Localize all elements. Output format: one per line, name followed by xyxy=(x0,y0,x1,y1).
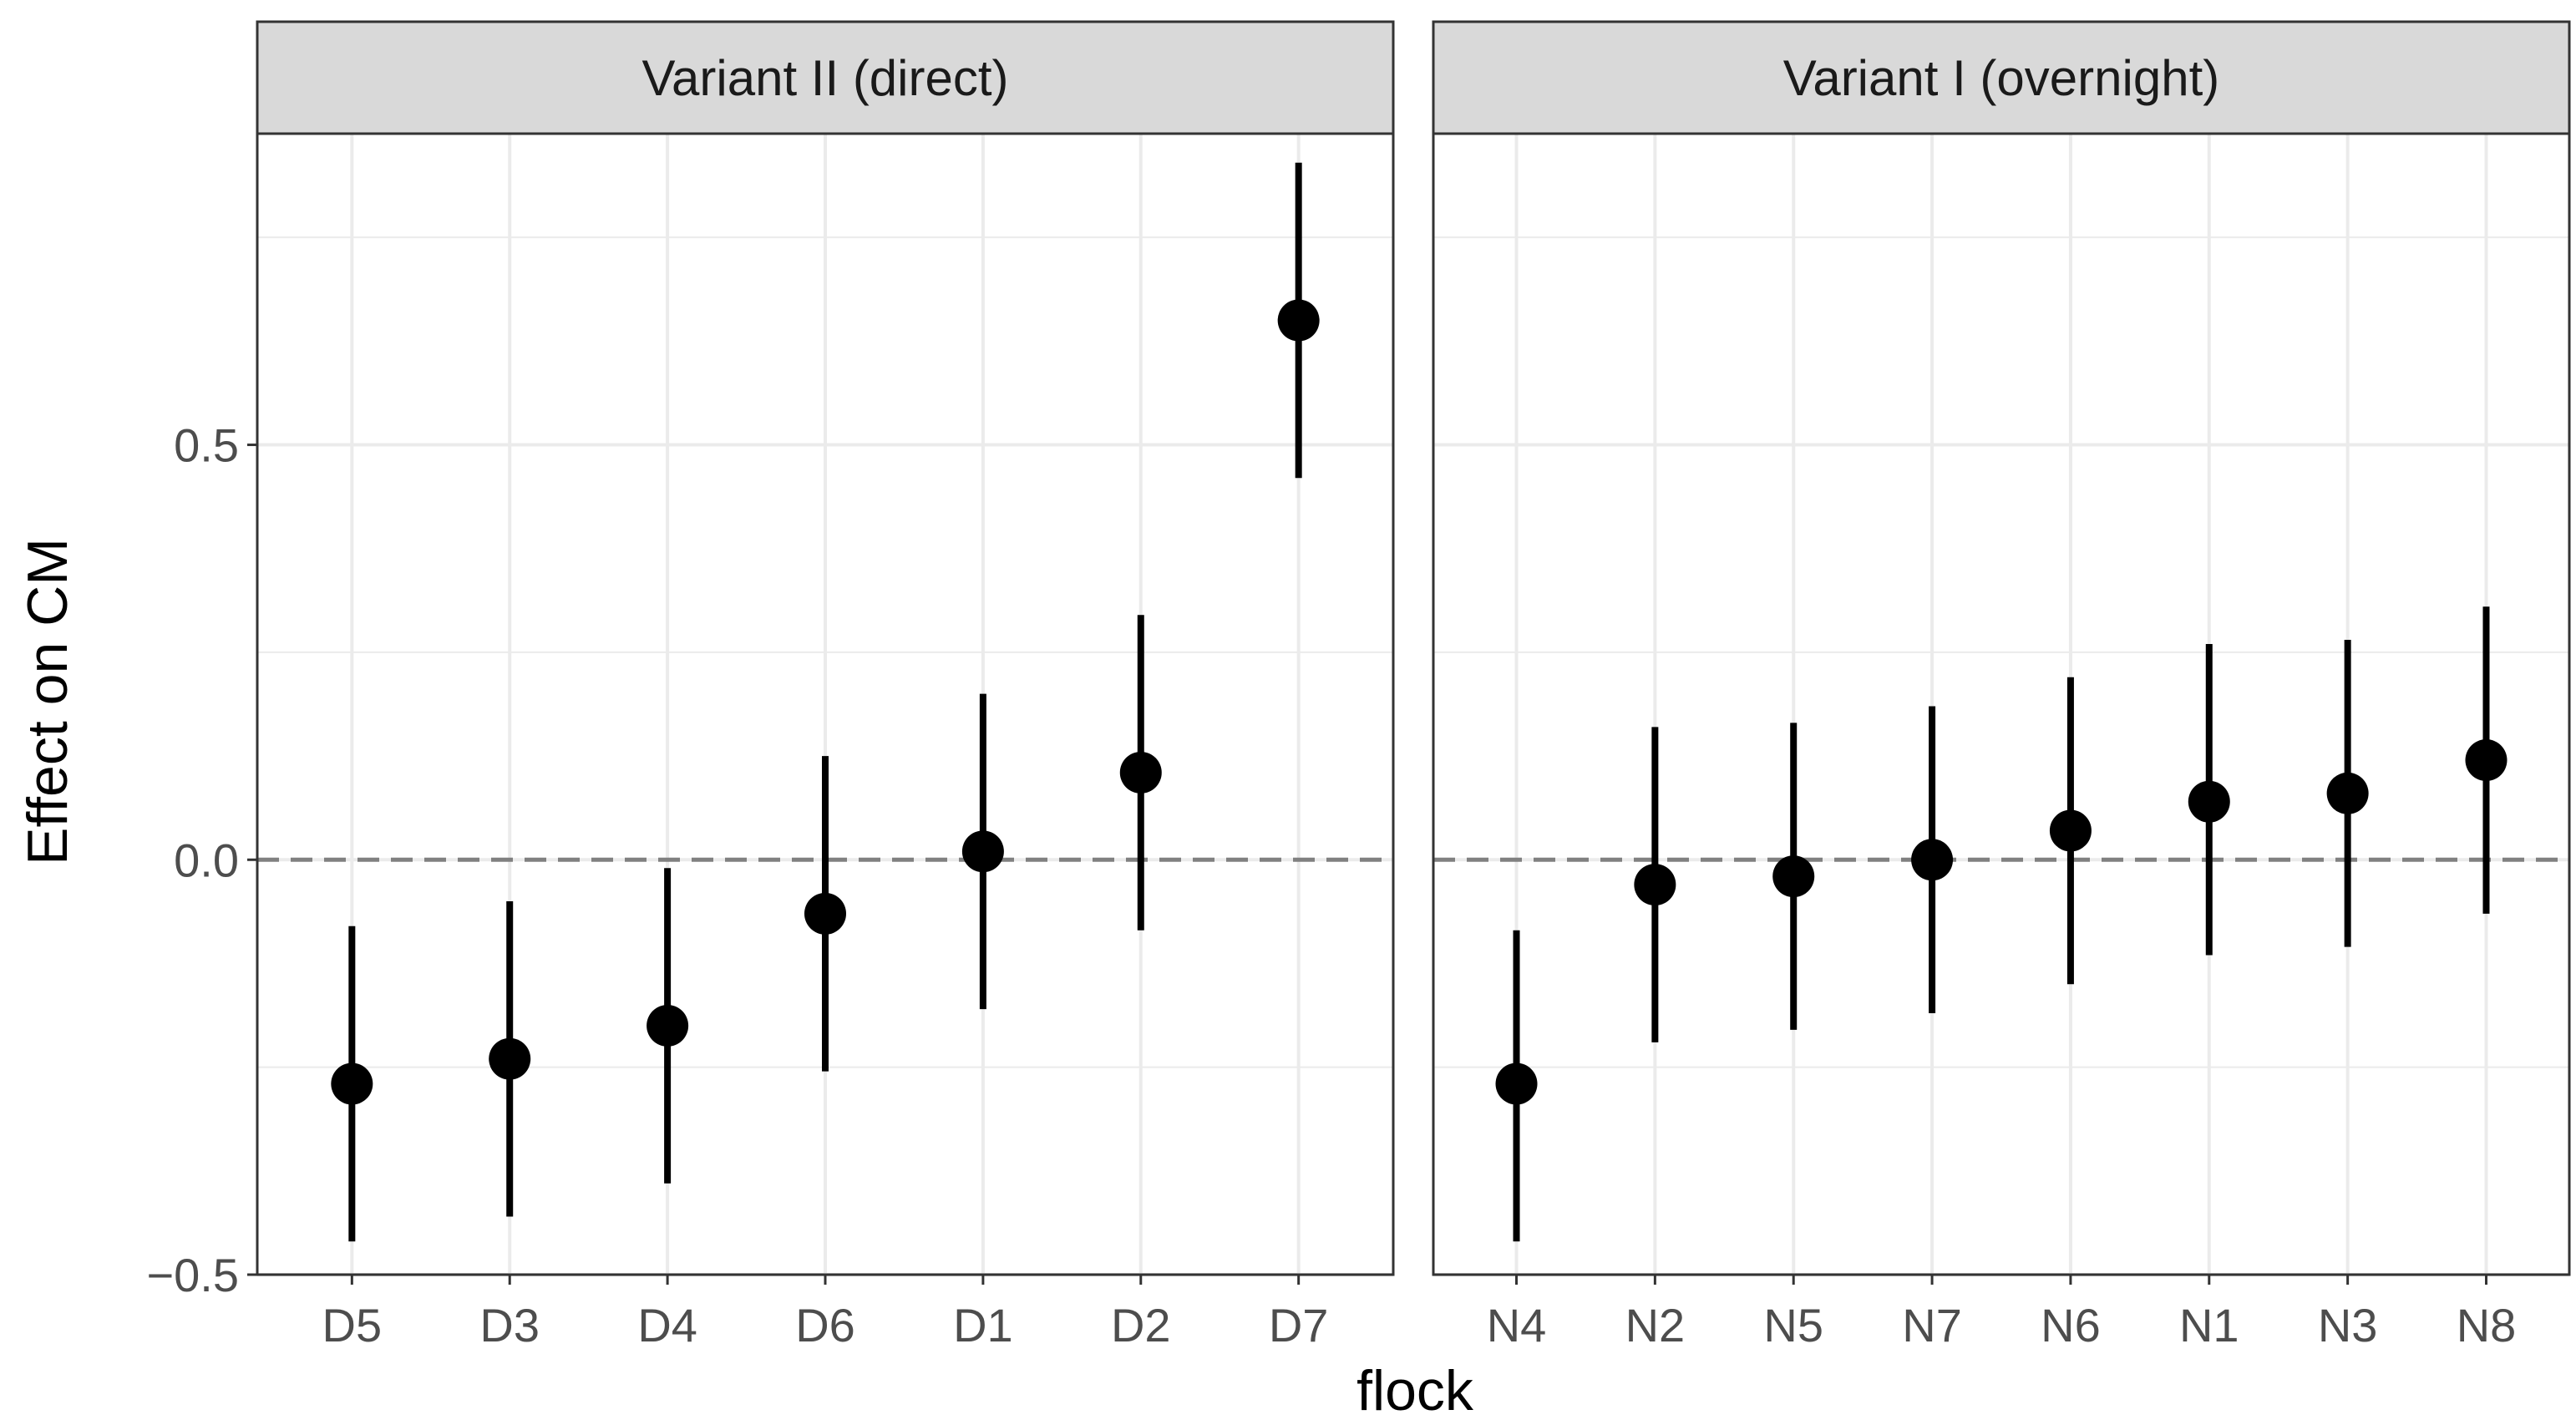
point-d4 xyxy=(647,1004,689,1047)
y-axis-title: Effect on CM xyxy=(16,538,79,865)
point-d7 xyxy=(1277,299,1320,342)
x-tick-label: D6 xyxy=(795,1299,855,1351)
point-n4 xyxy=(1495,1062,1538,1105)
x-tick-label: D5 xyxy=(322,1299,383,1351)
x-tick-label: N8 xyxy=(2457,1299,2517,1351)
x-tick-label: N4 xyxy=(1487,1299,1547,1351)
x-tick-label: D3 xyxy=(479,1299,540,1351)
point-n5 xyxy=(1772,855,1815,898)
x-tick-label: N3 xyxy=(2318,1299,2378,1351)
x-tick-label: N6 xyxy=(2041,1299,2101,1351)
x-tick-label: D7 xyxy=(1269,1299,1329,1351)
y-tick-label: 0.5 xyxy=(174,419,239,472)
facet-strip-title: Variant I (overnight) xyxy=(1783,50,2219,106)
x-tick-label: D1 xyxy=(953,1299,1013,1351)
point-n8 xyxy=(2465,739,2508,782)
point-n2 xyxy=(1634,864,1676,906)
x-tick-label: N5 xyxy=(1763,1299,1823,1351)
facet-strip xyxy=(256,20,1395,135)
point-n3 xyxy=(2326,772,2369,814)
x-tick-label: D2 xyxy=(1111,1299,1171,1351)
y-tick-label: −0.5 xyxy=(146,1249,239,1301)
x-tick-label: D4 xyxy=(637,1299,697,1351)
y-tick-label: 0.0 xyxy=(174,834,239,886)
x-tick-label: N2 xyxy=(1625,1299,1686,1351)
facet-strip-title: Variant II (direct) xyxy=(641,50,1008,106)
point-n1 xyxy=(2188,780,2230,823)
x-axis-title: flock xyxy=(1356,1359,1474,1421)
point-d1 xyxy=(961,830,1004,873)
panel-background xyxy=(1433,134,2569,1275)
x-tick-label: N1 xyxy=(2179,1299,2239,1351)
point-d3 xyxy=(489,1037,531,1080)
facet-strip xyxy=(1432,20,2571,135)
point-d5 xyxy=(331,1062,373,1105)
point-n7 xyxy=(1911,839,1954,881)
point-d6 xyxy=(804,892,846,935)
point-d2 xyxy=(1119,751,1162,794)
point-n6 xyxy=(2049,809,2092,852)
x-tick-label: N7 xyxy=(1902,1299,1962,1351)
